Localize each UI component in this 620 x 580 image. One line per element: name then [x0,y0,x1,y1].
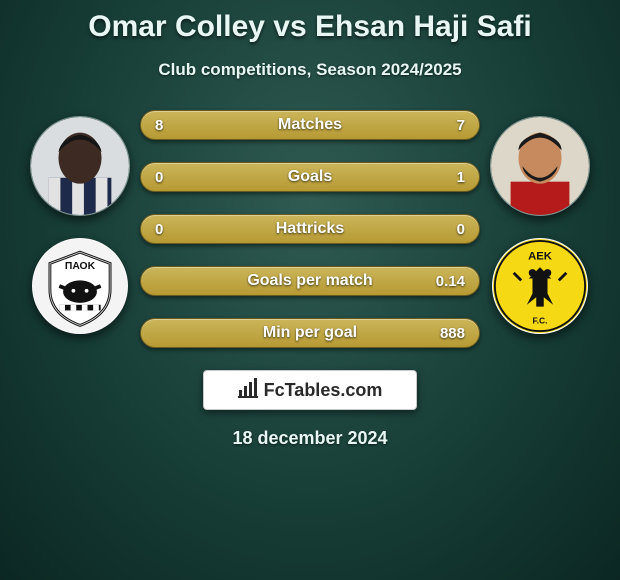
stat-left-value: 8 [141,111,177,139]
stat-row-min-per-goal: Min per goal 888 [140,318,480,348]
left-player-avatar [30,116,130,216]
svg-text:F.C.: F.C. [532,316,547,326]
stat-right-value: 888 [426,319,479,347]
stat-label: Goals per match [247,272,372,290]
page-title: Omar Colley vs Ehsan Haji Safi [0,0,620,44]
stat-right-value: 0 [443,215,479,243]
stat-row-goals: 0 Goals 1 [140,162,480,192]
stat-left-value [141,319,169,347]
stat-right-value: 0.14 [422,267,479,295]
content-row: ΠΑΟΚ 8 Matches 7 0 Goals [0,108,620,348]
subtitle: Club competitions, Season 2024/2025 [0,60,620,80]
left-side: ΠΑΟΚ [20,108,140,334]
date-text: 18 december 2024 [0,428,620,449]
stat-right-value: 1 [443,163,479,191]
stat-row-goals-per-match: Goals per match 0.14 [140,266,480,296]
right-club-logo: AEK F.C. [492,238,588,334]
right-side: AEK F.C. [480,108,600,334]
svg-text:AEK: AEK [528,251,553,263]
right-player-avatar [490,116,590,216]
chart-bars-icon [238,378,258,403]
stat-label: Min per goal [263,324,357,342]
stat-left-value: 0 [141,215,177,243]
stat-label: Goals [288,168,332,186]
brand-badge: FcTables.com [203,370,417,410]
stat-row-hattricks: 0 Hattricks 0 [140,214,480,244]
brand-text: FcTables.com [264,380,383,401]
comparison-card: Omar Colley vs Ehsan Haji Safi Club comp… [0,0,620,580]
stat-right-value: 7 [443,111,479,139]
stat-row-matches: 8 Matches 7 [140,110,480,140]
stat-left-value: 0 [141,163,177,191]
stat-label: Hattricks [276,220,344,238]
stat-label: Matches [278,116,342,134]
stat-bars: 8 Matches 7 0 Goals 1 0 Hattricks 0 Goal… [140,108,480,348]
svg-text:ΠΑΟΚ: ΠΑΟΚ [65,261,96,272]
stat-left-value [141,267,169,295]
left-club-logo: ΠΑΟΚ [32,238,128,334]
